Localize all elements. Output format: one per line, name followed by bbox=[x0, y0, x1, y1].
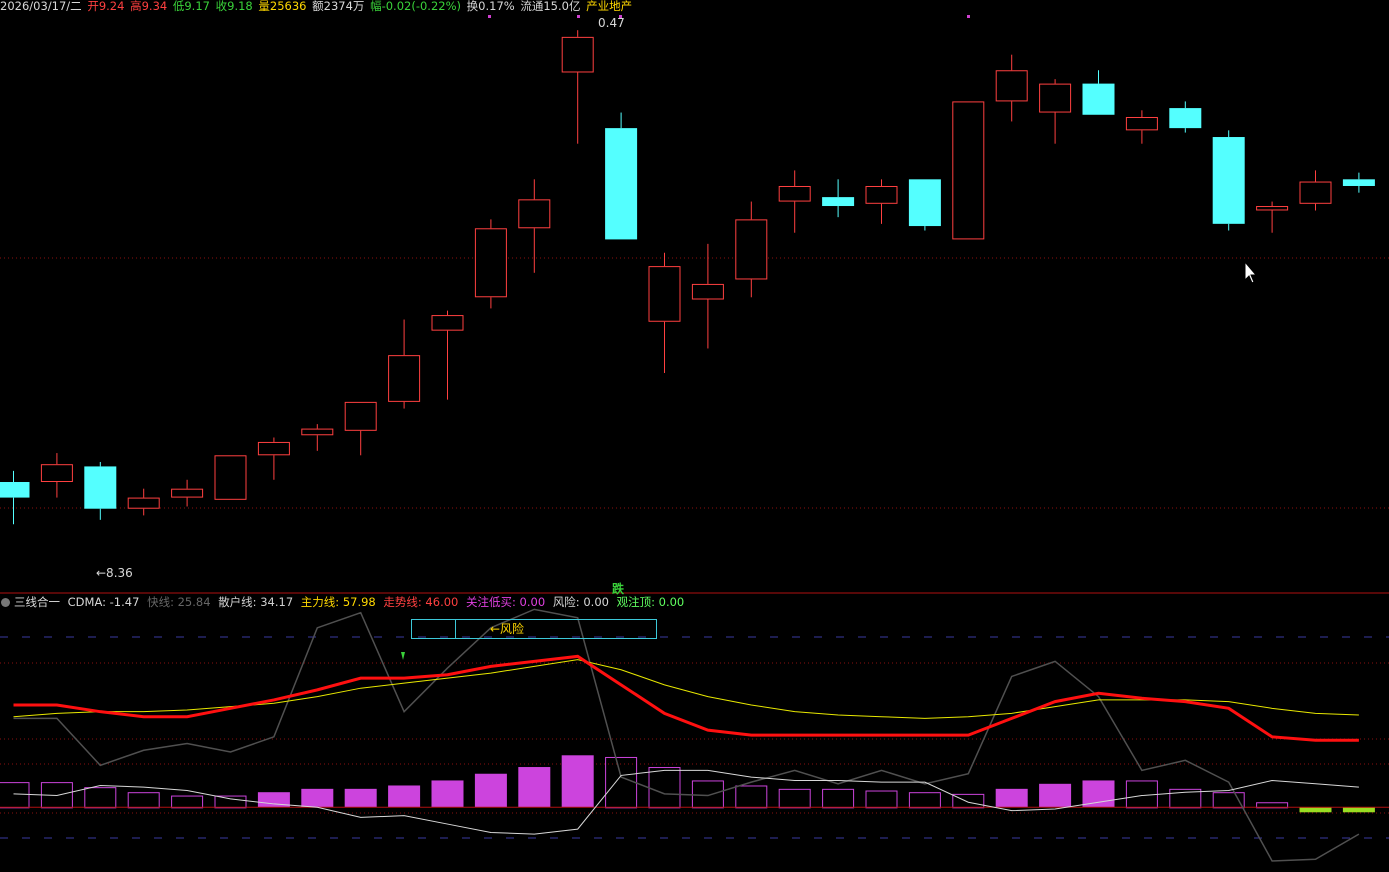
indicator-bar bbox=[561, 755, 594, 808]
event-marker bbox=[619, 15, 622, 18]
candle-body-down bbox=[822, 197, 855, 207]
trend-line bbox=[13, 654, 1359, 742]
indicator-bar bbox=[1299, 807, 1332, 813]
indicator-bar bbox=[1212, 792, 1245, 809]
candle-body-up bbox=[1039, 83, 1072, 113]
candle-body-down bbox=[0, 482, 30, 498]
indicator-bar bbox=[1082, 780, 1115, 808]
indicator-fast: 快线: 25.84 bbox=[147, 595, 211, 609]
event-marker bbox=[967, 15, 970, 18]
retail-line bbox=[13, 608, 1360, 862]
quote-high: 高9.34 bbox=[130, 0, 168, 13]
indicator-bar bbox=[431, 780, 464, 808]
indicator-bar bbox=[908, 792, 941, 809]
candle-body-up bbox=[865, 185, 898, 204]
candle-body-up bbox=[778, 185, 811, 202]
indicator-watch-top: 观注顶: 0.00 bbox=[616, 595, 685, 609]
candle-body-up bbox=[344, 401, 377, 431]
candle-body-up bbox=[1256, 206, 1289, 211]
event-marker bbox=[488, 15, 491, 18]
indicator-main: 主力线: 57.98 bbox=[300, 595, 376, 609]
indicator-bar bbox=[84, 787, 117, 809]
candle-body-up bbox=[518, 199, 551, 229]
indicator-bar bbox=[127, 792, 160, 809]
indicator-bar bbox=[518, 767, 551, 808]
fast-line bbox=[13, 769, 1359, 835]
quote-open: 开9.24 bbox=[87, 0, 125, 13]
indicator-bar bbox=[344, 788, 377, 808]
risk-box-label: ←风险 bbox=[490, 622, 525, 636]
high-price-label: 0.47 bbox=[598, 16, 625, 30]
candle-body-up bbox=[388, 355, 421, 402]
risk-box bbox=[411, 619, 657, 639]
quote-amount: 额2374万 bbox=[312, 0, 365, 13]
candle-body-up bbox=[1299, 181, 1332, 204]
candle-body-up bbox=[691, 283, 724, 300]
down-marker: 跌 bbox=[612, 582, 625, 596]
indicator-trend: 走势线: 46.00 bbox=[383, 595, 459, 609]
candle-body-up bbox=[952, 101, 985, 240]
indicator-bar bbox=[214, 795, 247, 809]
candle-body-up bbox=[257, 441, 290, 456]
candle-body-down bbox=[84, 466, 117, 509]
indicator-bar bbox=[1342, 807, 1375, 813]
candle-body-up bbox=[561, 36, 594, 73]
indicator-header: 三线合一 CDMA: -1.47 快线: 25.84 散户线: 34.17 主力… bbox=[0, 596, 688, 610]
event-marker bbox=[577, 15, 580, 18]
indicator-bar bbox=[778, 788, 811, 809]
candle-body-up bbox=[1125, 116, 1158, 131]
indicator-bar bbox=[474, 773, 507, 808]
candle-body-down bbox=[1212, 137, 1245, 224]
indicator-bar bbox=[0, 782, 30, 809]
mouse-cursor-icon bbox=[1244, 260, 1258, 284]
indicator-bar bbox=[995, 788, 1028, 808]
quote-turnover: 换0.17% bbox=[466, 0, 515, 13]
candle-body-up bbox=[40, 464, 73, 483]
indicator-bar bbox=[952, 793, 985, 809]
buy-arrow-icon bbox=[401, 652, 405, 660]
candle-body-down bbox=[908, 179, 941, 227]
quote-low: 低9.17 bbox=[172, 0, 210, 13]
quote-date: 2026/03/17/二 bbox=[0, 0, 82, 13]
indicator-bar bbox=[257, 792, 290, 808]
indicator-retail: 散户线: 34.17 bbox=[218, 595, 294, 609]
candle-body-up bbox=[648, 266, 681, 322]
indicator-bar bbox=[822, 788, 855, 809]
low-price-label: ←8.36 bbox=[96, 566, 133, 580]
indicator-bar bbox=[1039, 783, 1072, 808]
indicator-name[interactable]: 三线合一 bbox=[14, 595, 60, 609]
indicator-cdma: CDMA: -1.47 bbox=[67, 595, 140, 609]
candle-body-up bbox=[995, 70, 1028, 102]
indicator-bar bbox=[691, 780, 724, 809]
candle-body-up bbox=[171, 488, 204, 498]
indicator-watch-buy: 关注低买: 0.00 bbox=[466, 595, 546, 609]
indicator-settings-icon[interactable] bbox=[1, 598, 10, 607]
indicator-bar bbox=[865, 790, 898, 809]
indicator-bar bbox=[648, 767, 681, 809]
candle-body-down bbox=[1169, 108, 1202, 129]
main-line bbox=[13, 659, 1359, 719]
candle-body-up bbox=[301, 428, 334, 436]
indicator-bar bbox=[171, 795, 204, 809]
candle-body-down bbox=[605, 128, 638, 240]
quote-sector[interactable]: 产业地产 bbox=[586, 0, 633, 13]
candle-body-up bbox=[214, 455, 247, 500]
quote-header: 2026/03/17/二 开9.24 高9.34 低9.17 收9.18 量25… bbox=[0, 0, 634, 14]
candle-body-up bbox=[474, 228, 507, 298]
indicator-risk: 风险: 0.00 bbox=[552, 595, 609, 609]
indicator-bar bbox=[605, 756, 638, 809]
candle-body-down bbox=[1082, 83, 1115, 115]
quote-close: 收9.18 bbox=[215, 0, 253, 13]
candle-body-up bbox=[735, 219, 768, 280]
indicator-bar bbox=[301, 788, 334, 808]
candle-body-down bbox=[1342, 179, 1375, 186]
indicator-bar bbox=[388, 785, 421, 808]
indicator-bar bbox=[735, 785, 768, 809]
quote-volume: 量25636 bbox=[258, 0, 307, 13]
candle-body-up bbox=[127, 497, 160, 509]
quote-float: 流通15.0亿 bbox=[520, 0, 581, 13]
candle-body-up bbox=[431, 315, 464, 331]
quote-change: 幅-0.02(-0.22%) bbox=[370, 0, 461, 13]
